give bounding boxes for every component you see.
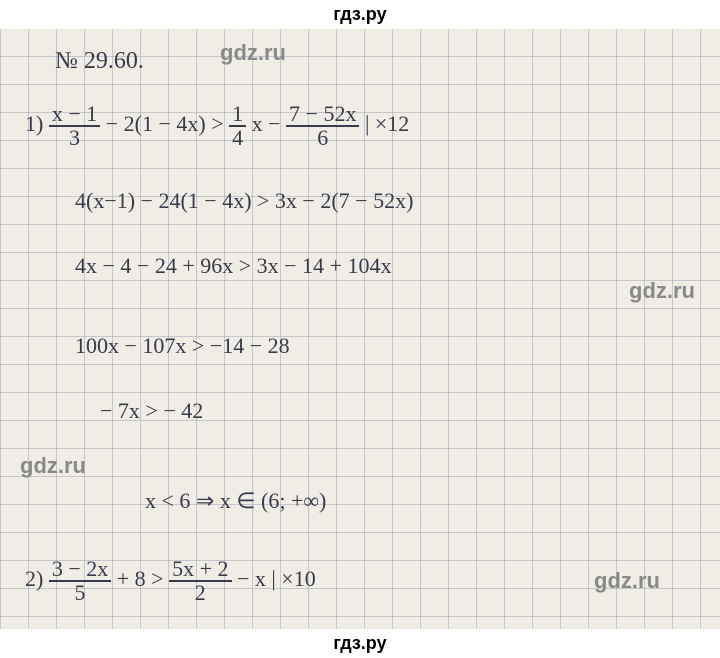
fraction: 7 − 52x 6: [286, 103, 359, 149]
denominator: 3: [49, 125, 100, 149]
denominator: 2: [169, 580, 231, 604]
numerator: 1: [229, 103, 246, 125]
expr-part: − 2(1 − 4x) >: [106, 111, 229, 136]
site-header: гдз.ру: [0, 0, 720, 29]
numerator: 3 − 2x: [49, 558, 111, 580]
step-1: 1) x − 1 3 − 2(1 − 4x) > 1 4 x − 7 − 52x…: [25, 103, 409, 149]
fraction: 1 4: [229, 103, 246, 149]
step-6: x < 6 ⇒ x ∈ (6; +∞): [145, 488, 326, 514]
numerator: 7 − 52x: [286, 103, 359, 125]
item-marker-1: 1): [25, 111, 43, 136]
fraction: x − 1 3: [49, 103, 100, 149]
step-5: − 7x > − 42: [100, 398, 203, 424]
watermark-left: gdz.ru: [20, 453, 86, 479]
expr-part: x −: [252, 111, 286, 136]
problem-number: № 29.60.: [55, 48, 144, 75]
multiply-note: | ×12: [365, 111, 409, 136]
graph-paper: gdz.ru gdz.ru gdz.ru gdz.ru № 29.60. 1) …: [0, 28, 720, 630]
expr-suffix: − x | ×10: [237, 566, 316, 591]
denominator: 6: [286, 125, 359, 149]
step-7: 2) 3 − 2x 5 + 8 > 5x + 2 2 − x | ×10: [25, 558, 316, 604]
watermark-top: gdz.ru: [220, 40, 286, 66]
fraction: 3 − 2x 5: [49, 558, 111, 604]
watermark-right2: gdz.ru: [594, 568, 660, 594]
site-footer: гдз.ру: [0, 629, 720, 658]
step-4: 100x − 107x > −14 − 28: [75, 333, 290, 359]
denominator: 4: [229, 125, 246, 149]
numerator: x − 1: [49, 103, 100, 125]
watermark-right: gdz.ru: [629, 278, 695, 304]
step-3: 4x − 4 − 24 + 96x > 3x − 14 + 104x: [75, 253, 391, 279]
numerator: 5x + 2: [169, 558, 231, 580]
expr-part: + 8 >: [117, 566, 169, 591]
item-marker-2: 2): [25, 566, 43, 591]
step-2: 4(x−1) − 24(1 − 4x) > 3x − 2(7 − 52x): [75, 188, 413, 214]
fraction: 5x + 2 2: [169, 558, 231, 604]
denominator: 5: [49, 580, 111, 604]
